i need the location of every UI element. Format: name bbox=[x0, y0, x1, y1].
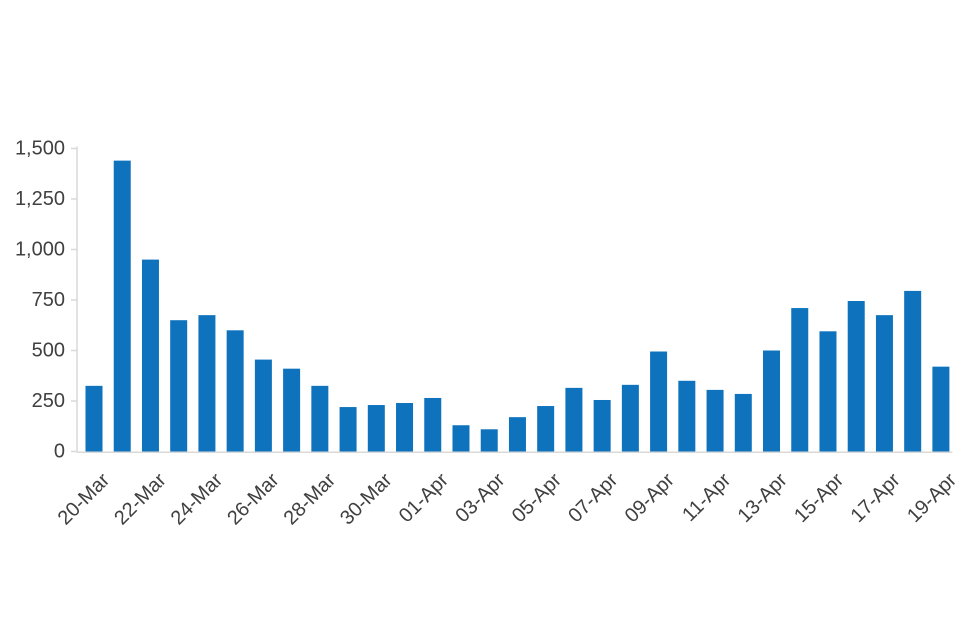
bar bbox=[508, 417, 526, 452]
bar bbox=[85, 385, 103, 452]
x-axis-tick-label: 07-Apr bbox=[564, 469, 622, 527]
x-axis-tick-label: 03-Apr bbox=[451, 469, 509, 527]
bar bbox=[650, 351, 668, 452]
y-axis-tick-label: 0 bbox=[54, 441, 65, 463]
bar bbox=[904, 290, 922, 452]
bar bbox=[254, 359, 272, 452]
bar bbox=[621, 384, 639, 452]
bar bbox=[283, 368, 301, 452]
y-axis-tick-label: 1,000 bbox=[15, 239, 65, 261]
bar bbox=[113, 160, 131, 452]
bar bbox=[678, 380, 696, 452]
y-axis-tick-label: 1,250 bbox=[15, 188, 65, 210]
y-axis-tick-label: 500 bbox=[32, 340, 65, 362]
x-axis-tick-label: 30-Mar bbox=[336, 469, 397, 530]
x-axis-tick-label: 24-Mar bbox=[167, 469, 228, 530]
bar bbox=[537, 406, 555, 452]
bar bbox=[847, 301, 865, 452]
bar bbox=[706, 389, 724, 452]
bar bbox=[791, 308, 809, 452]
bar bbox=[339, 407, 357, 452]
x-axis-tick-label: 20-Mar bbox=[54, 469, 115, 530]
y-axis-tick-label: 250 bbox=[32, 390, 65, 412]
x-axis-tick-label: 19-Apr bbox=[903, 469, 960, 527]
bar bbox=[424, 397, 442, 452]
x-axis-tick-label: 01-Apr bbox=[395, 469, 453, 527]
bar bbox=[396, 403, 414, 452]
bar bbox=[593, 399, 611, 452]
x-axis-tick-label: 22-Mar bbox=[110, 469, 171, 530]
x-axis-tick-label: 15-Apr bbox=[790, 469, 848, 527]
x-axis-tick-label: 13-Apr bbox=[734, 469, 792, 527]
bar bbox=[819, 331, 837, 452]
x-axis-tick-label: 09-Apr bbox=[621, 469, 679, 527]
y-axis-tick-label: 1,500 bbox=[15, 138, 65, 160]
bar bbox=[763, 350, 781, 452]
x-axis-tick-label: 17-Apr bbox=[847, 469, 905, 527]
bar bbox=[734, 393, 752, 452]
bar bbox=[311, 385, 329, 452]
bar bbox=[226, 330, 244, 452]
bar bbox=[452, 425, 470, 452]
bar bbox=[367, 405, 385, 452]
x-axis-tick-label: 26-Mar bbox=[223, 469, 284, 530]
x-axis-tick-label: 11-Apr bbox=[678, 469, 735, 526]
bar bbox=[198, 315, 216, 452]
x-axis-tick-label: 05-Apr bbox=[508, 469, 566, 527]
y-axis-tick-label: 750 bbox=[32, 289, 65, 311]
bar bbox=[141, 259, 159, 452]
bar bbox=[565, 387, 583, 452]
bar bbox=[170, 320, 188, 452]
x-axis-tick-label: 28-Mar bbox=[280, 469, 341, 530]
bar bbox=[932, 366, 950, 452]
bar bbox=[875, 315, 893, 452]
bar bbox=[480, 429, 498, 452]
